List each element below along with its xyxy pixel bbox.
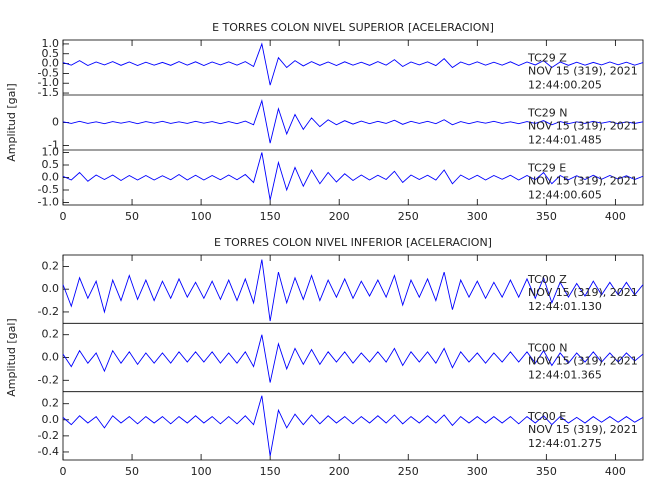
date-label: NOV 15 (319), 2021	[528, 355, 638, 368]
time-label: 12:44:01.130	[528, 300, 602, 313]
x-tick-label: 250	[398, 210, 419, 223]
station-label: TC29 N	[527, 107, 567, 120]
y-tick-label: -0.5	[38, 66, 59, 79]
x-tick-label: 350	[536, 210, 557, 223]
time-label: 12:44:00.205	[528, 79, 602, 92]
y-tick-label: 0.5	[42, 47, 60, 60]
time-label: 12:44:00.605	[528, 189, 602, 202]
y-tick-label: 0.2	[42, 397, 60, 410]
y-tick-label: -1.0	[38, 196, 59, 209]
date-label: NOV 15 (319), 2021	[528, 65, 638, 78]
y-tick-label: 1.0	[42, 146, 60, 159]
y-tick-label: 0.0	[42, 351, 60, 364]
x-tick-label: 150	[260, 465, 281, 478]
y-tick-label: 0.0	[42, 171, 60, 184]
time-label: 12:44:01.485	[528, 134, 602, 147]
y-tick-label: 0.0	[42, 413, 60, 426]
y-axis-label: Amplitud [gal]	[5, 318, 18, 396]
x-tick-label: 150	[260, 210, 281, 223]
waveform	[62, 259, 644, 322]
station-label: TC29 Z	[527, 52, 567, 65]
y-tick-label: 0.5	[42, 158, 60, 171]
y-tick-label: -1.0	[38, 76, 59, 89]
date-label: NOV 15 (319), 2021	[528, 175, 638, 188]
y-tick-label: 0.2	[42, 259, 60, 272]
time-label: 12:44:01.275	[528, 437, 602, 450]
waveform	[62, 334, 644, 383]
y-tick-label: 1.0	[42, 37, 60, 50]
x-tick-label: 50	[125, 465, 139, 478]
x-tick-label: 250	[398, 465, 419, 478]
x-tick-label: 0	[60, 210, 67, 223]
x-tick-label: 400	[605, 210, 626, 223]
y-tick-label: -0.2	[38, 305, 59, 318]
y-tick-label: 0.2	[42, 328, 60, 341]
x-tick-label: 400	[605, 465, 626, 478]
y-tick-label: 0	[52, 116, 59, 129]
date-label: NOV 15 (319), 2021	[528, 286, 638, 299]
x-tick-label: 200	[329, 210, 350, 223]
date-label: NOV 15 (319), 2021	[528, 423, 638, 436]
y-tick-label: 0.0	[42, 282, 60, 295]
y-axis-label: Amplitud [gal]	[5, 83, 18, 161]
waveform	[62, 42, 644, 86]
y-tick-label: 0.0	[42, 57, 60, 70]
x-tick-label: 200	[329, 465, 350, 478]
y-tick-label: -0.4	[38, 445, 59, 458]
station-label: TC00 E	[527, 410, 566, 423]
x-tick-label: 50	[125, 210, 139, 223]
waveform	[62, 152, 644, 201]
x-tick-label: 100	[191, 465, 212, 478]
x-tick-label: 100	[191, 210, 212, 223]
x-tick-label: 300	[467, 465, 488, 478]
time-label: 12:44:01.365	[528, 369, 602, 382]
station-label: TC00 N	[527, 342, 567, 355]
x-tick-label: 300	[467, 210, 488, 223]
panel-title: E TORRES COLON NIVEL SUPERIOR [ACELERACI…	[212, 21, 494, 34]
y-tick-label: -1.5	[38, 86, 59, 99]
y-tick-label: -0.2	[38, 373, 59, 386]
y-tick-label: -0.5	[38, 183, 59, 196]
panel-title: E TORRES COLON NIVEL INFERIOR [ACELERACI…	[214, 236, 492, 249]
y-tick-label: -0.2	[38, 429, 59, 442]
x-tick-label: 350	[536, 465, 557, 478]
station-label: TC29 E	[527, 162, 566, 175]
waveform	[62, 98, 644, 144]
waveform	[62, 395, 644, 457]
y-tick-label: -1	[48, 138, 59, 151]
station-label: TC00 Z	[527, 273, 567, 286]
date-label: NOV 15 (319), 2021	[528, 120, 638, 133]
x-tick-label: 0	[60, 465, 67, 478]
